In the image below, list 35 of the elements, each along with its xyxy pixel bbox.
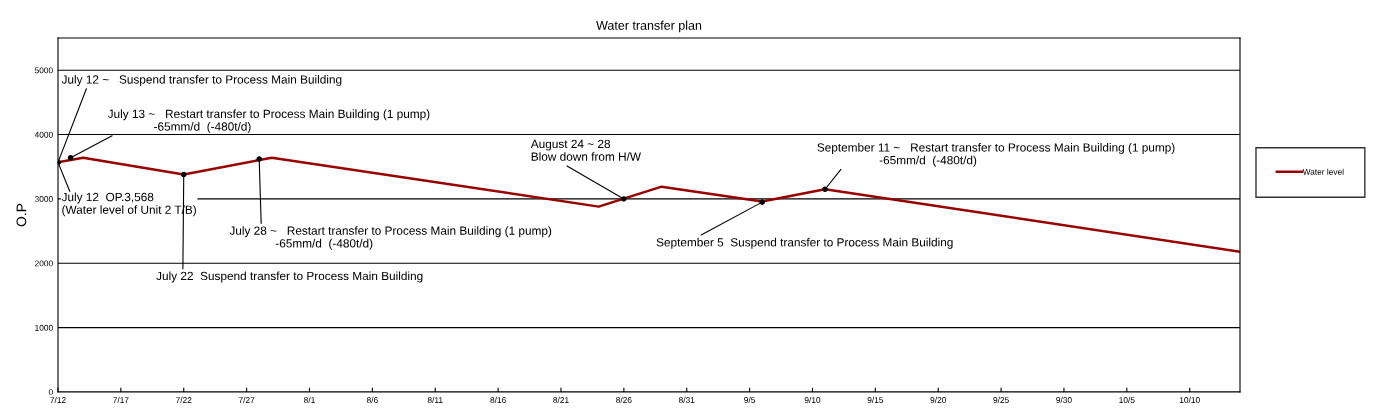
- annotation: July 28 ~ Restart transfer to Process Main Building (1 pump) -65mm/d (-480t/d): [229, 226, 552, 250]
- y-tick-label: 2000: [35, 260, 53, 267]
- x-tick-label: 9/5: [744, 396, 756, 403]
- x-tick-label: 9/20: [930, 396, 946, 403]
- x-tick-label: 7/27: [238, 396, 255, 403]
- y-tick-label: 3000: [34, 196, 53, 203]
- x-tick-label: 9/30: [1056, 396, 1072, 403]
- x-tick-label: 8/1: [304, 396, 315, 403]
- x-tick-label: 7/17: [113, 396, 129, 403]
- x-tick-label: 7/12: [50, 396, 66, 403]
- x-tick-label: 10/5: [1119, 396, 1135, 403]
- x-tick-label: 10/10: [1179, 396, 1200, 403]
- annotation: September 11 ~ Restart transfer to Process Main Building (1 pump) -65mm/d (-480t/d): [817, 142, 1175, 167]
- y-axis-title: O.P: [16, 203, 27, 227]
- x-tick-label: 9/10: [804, 396, 821, 403]
- y-tick-label: 5000: [34, 67, 53, 74]
- x-tick-label: 9/15: [867, 396, 884, 403]
- annotation: July 22 Suspend transfer to Process Main Building: [156, 271, 423, 283]
- y-tick-label: 1000: [35, 324, 53, 331]
- x-tick-label: 8/11: [427, 396, 443, 403]
- x-tick-label: 7/22: [176, 396, 192, 403]
- x-tick-label: 9/25: [993, 396, 1009, 403]
- annotation: September 5 Suspend transfer to Process Main Building: [656, 237, 953, 249]
- annotation: July 12 ~ Suspend transfer to Process Main Building: [61, 74, 342, 86]
- annotation: July 13 ~ Restart transfer to Process Main Building (1 pump) -65mm/d (-480t/d): [107, 109, 430, 134]
- x-tick-label: 8/26: [616, 396, 632, 403]
- y-tick-label: 0: [48, 389, 53, 396]
- legend-label: Water level: [1302, 168, 1344, 175]
- annotation: August 24 ~ 28 Blow down from H/W: [530, 139, 641, 161]
- y-tick-label: 4000: [34, 131, 53, 138]
- x-tick-label: 8/6: [366, 396, 378, 403]
- x-tick-label: 8/16: [490, 396, 506, 403]
- chart-title: Water transfer plan: [596, 20, 702, 33]
- x-tick-label: 8/21: [553, 396, 569, 403]
- x-tick-label: 8/31: [678, 396, 695, 403]
